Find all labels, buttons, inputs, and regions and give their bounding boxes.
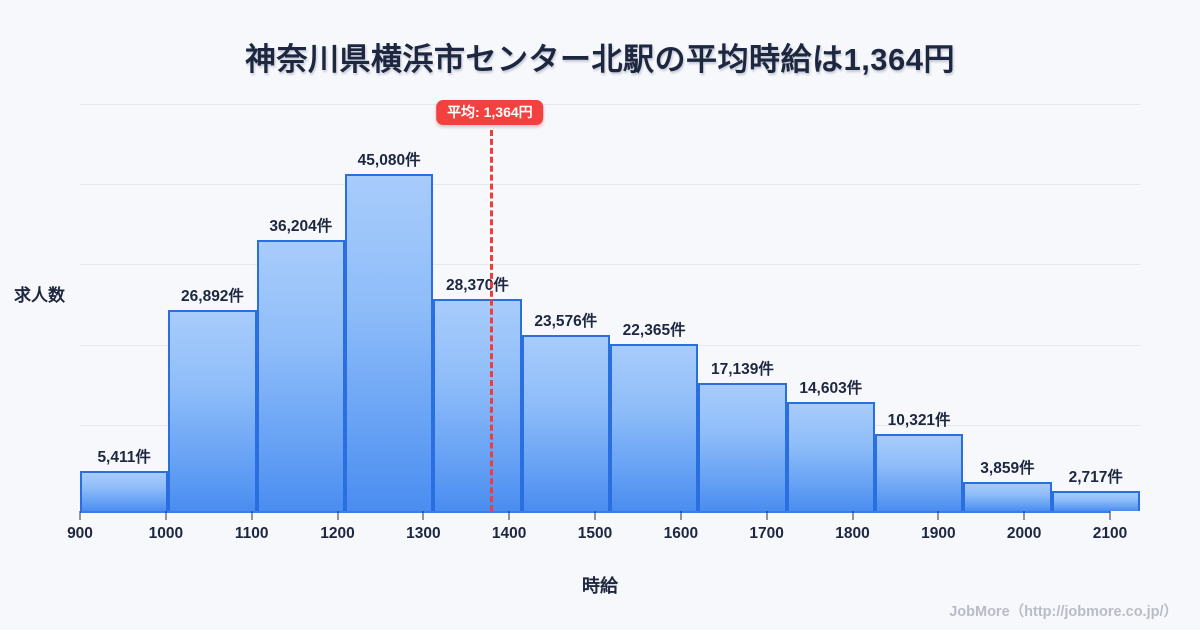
bar-slot[interactable]: 17,139件 (698, 100, 787, 511)
x-axis-tick (79, 511, 81, 520)
bar[interactable] (698, 383, 787, 511)
bar[interactable] (874, 434, 964, 511)
bar[interactable] (521, 335, 610, 511)
bar-slot[interactable]: 10,321件 (874, 100, 964, 511)
bar-value-label: 23,576件 (534, 312, 598, 330)
x-axis-tick (680, 511, 682, 520)
average-badge: 平均: 1,364円 (436, 100, 544, 125)
bar[interactable] (1051, 491, 1140, 511)
x-axis-tick-label: 1400 (491, 525, 527, 542)
bar-slot[interactable]: 3,859件 (963, 100, 1052, 511)
bar-value-label: 14,603件 (799, 379, 863, 397)
bar[interactable] (256, 240, 345, 511)
bar-slot[interactable]: 5,411件 (80, 100, 169, 511)
average-line (489, 130, 493, 511)
x-axis-tick-label: 2000 (1006, 525, 1042, 542)
bar-slot[interactable]: 45,080件 (344, 100, 434, 511)
bar-value-label: 3,859件 (980, 459, 1035, 477)
bar[interactable] (963, 482, 1052, 511)
bar-series: 5,411件 26,892件 36,204件 45,080件 28,370件 23,576… (80, 100, 1140, 511)
y-axis-title: 求人数 (14, 286, 65, 305)
x-axis-tick (165, 511, 167, 520)
x-axis-tick-label: 2100 (1092, 525, 1128, 542)
bar-value-label: 2,717件 (1068, 468, 1123, 486)
x-axis-tick-label: 1300 (406, 525, 441, 542)
bar-slot[interactable]: 36,204件 (256, 100, 345, 511)
bar-value-label: 28,370件 (446, 276, 509, 294)
x-axis-title: 時給 (582, 576, 618, 596)
bar-slot[interactable]: 26,892件 (168, 100, 257, 511)
x-axis-tick (422, 511, 424, 520)
x-axis-tick-label: 1500 (577, 525, 613, 542)
bar-value-label: 10,321件 (887, 411, 951, 429)
x-axis-tick-label: 1000 (148, 525, 184, 542)
bar[interactable] (609, 344, 699, 511)
x-axis-tick-label: 1700 (749, 525, 784, 542)
bar-slot[interactable]: 14,603件 (786, 100, 875, 511)
bar[interactable] (168, 310, 257, 511)
x-axis-tick-label: 1600 (663, 525, 699, 542)
x-axis-tick (852, 511, 853, 520)
x-axis-tick-label: 1200 (320, 525, 355, 542)
bar-value-label: 36,204件 (269, 217, 333, 235)
bar[interactable] (344, 174, 434, 511)
x-axis-tick (594, 511, 596, 520)
bar-value-label: 26,892件 (181, 287, 244, 305)
bar-value-label: 5,411件 (97, 448, 151, 466)
x-axis-tick (937, 511, 939, 520)
page-title: 神奈川県横浜市センター北駅の平均時給は1,364円 (244, 42, 956, 77)
x-axis-tick (766, 511, 768, 520)
x-axis-tick (1023, 511, 1025, 520)
watermark-credit: JobMore（http://jobmore.co.jp/） (949, 604, 1178, 620)
x-axis-tick-label: 1900 (921, 525, 956, 542)
bar[interactable] (80, 471, 169, 511)
x-axis-tick-label: 900 (67, 525, 93, 542)
bar-value-label: 17,139件 (710, 360, 774, 378)
bar-slot[interactable]: 28,370件 (433, 100, 522, 511)
bar[interactable] (433, 299, 522, 511)
x-axis-tick (508, 511, 510, 520)
x-axis-tick (251, 511, 253, 520)
bar-value-label: 45,080件 (357, 151, 421, 169)
x-axis-tick (337, 511, 338, 520)
bar[interactable] (786, 402, 875, 511)
x-axis-tick-label: 1100 (234, 525, 269, 542)
plot-area: 5,411件 26,892件 36,204件 45,080件 28,370件 23,576… (80, 100, 1140, 511)
bar-value-label: 22,365件 (622, 321, 686, 339)
bar-slot[interactable]: 23,576件 (521, 100, 610, 511)
bar-slot[interactable]: 2,717件 (1051, 100, 1140, 511)
x-axis-tick-label: 1800 (835, 525, 870, 542)
bar-slot[interactable]: 22,365件 (609, 100, 699, 511)
x-axis-tick (1109, 511, 1111, 520)
